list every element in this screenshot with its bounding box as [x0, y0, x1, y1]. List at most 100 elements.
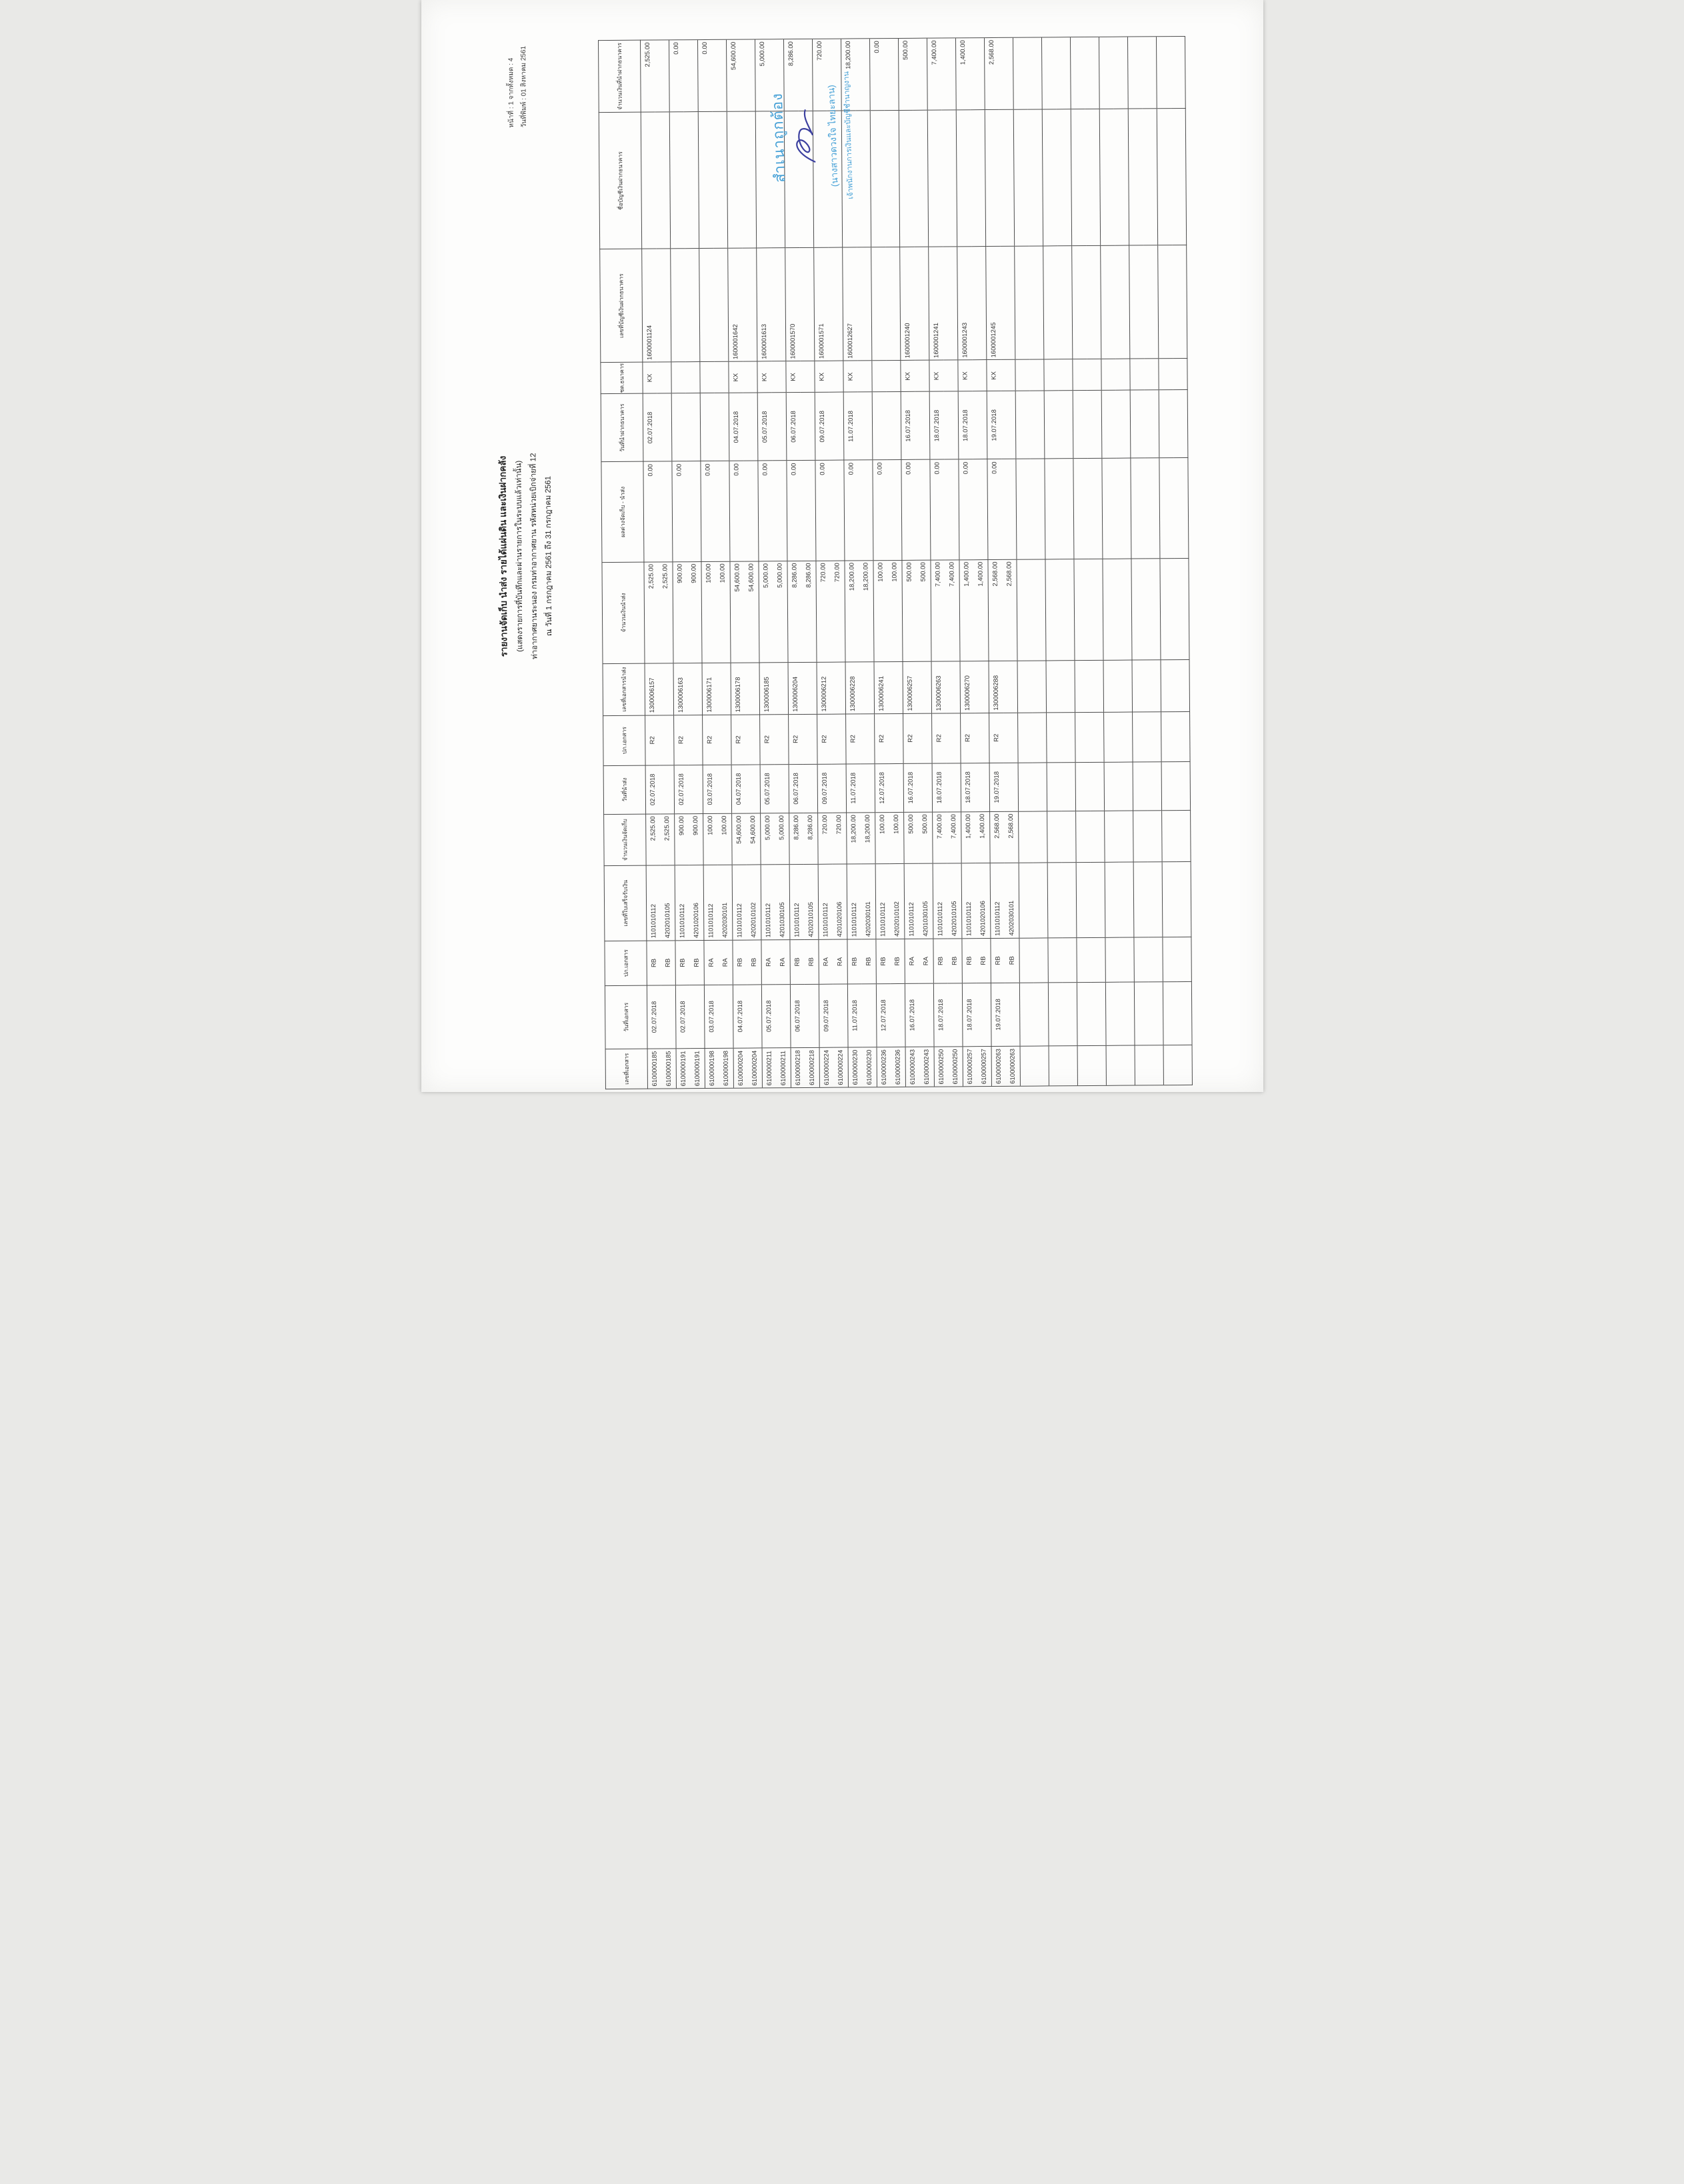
table-cell: 1101010112	[731, 864, 747, 941]
table-cell: 04.07.2018	[731, 764, 746, 814]
table-cell	[1005, 983, 1020, 1047]
table-cell	[1130, 458, 1145, 559]
table-cell	[699, 393, 715, 462]
table-cell: RB	[1004, 938, 1019, 983]
table-cell	[871, 392, 887, 461]
table-cell	[804, 984, 819, 1048]
table-cell	[1161, 711, 1176, 762]
table-cell: 6100000198	[719, 1048, 733, 1089]
table-cell	[740, 39, 755, 112]
table-cell: 100.00	[717, 813, 732, 865]
table-cell	[803, 764, 818, 813]
table-cell	[955, 109, 971, 247]
table-cell	[697, 111, 713, 249]
table-cell: 4202010102	[746, 864, 761, 940]
table-cell: 1,400.00	[973, 559, 989, 661]
table-cell	[1087, 458, 1103, 559]
table-cell: 6100000263	[991, 1046, 1006, 1087]
table-cell: 16.07.2018	[904, 983, 920, 1047]
table-cell	[657, 393, 672, 462]
table-cell: 06.07.2018	[785, 392, 801, 461]
table-cell	[713, 361, 729, 393]
column-header: ปภ.เอกสาร	[603, 715, 645, 766]
table-cell	[1100, 245, 1115, 359]
table-cell	[1118, 761, 1133, 811]
table-cell	[884, 110, 900, 247]
table-cell	[1134, 1045, 1149, 1086]
table-cell: 1600001245	[985, 246, 1001, 360]
table-cell	[1144, 458, 1160, 559]
table-cell	[915, 459, 931, 560]
table-cell: 1300006163	[673, 663, 688, 715]
table-cell: 12.07.2018	[875, 983, 891, 1047]
table-cell	[1033, 862, 1048, 938]
report-table-wrap: เลขที่เอกสาร วันที่เอกสาร ปภ.เอกสาร เลขที่ใ…	[597, 36, 1192, 1089]
table-cell	[1116, 558, 1132, 660]
table-cell: R2	[673, 715, 689, 765]
table-cell	[1129, 245, 1144, 359]
table-cell: RB	[732, 939, 747, 985]
table-cell	[1091, 982, 1106, 1046]
table-cell	[1089, 659, 1104, 713]
table-cell: R2	[931, 713, 947, 763]
table-cell: 1300006228	[845, 661, 860, 714]
table-cell	[655, 112, 671, 249]
table-cell	[1047, 982, 1063, 1046]
table-cell	[1086, 359, 1101, 391]
table-cell: 04.07.2018	[728, 393, 743, 461]
table-cell: 03.07.2018	[702, 765, 717, 814]
table-cell: 0.00	[872, 460, 887, 561]
table-cell	[659, 715, 674, 765]
table-cell: 1300006288	[988, 661, 1003, 713]
table-cell	[1043, 359, 1059, 391]
table-cell	[684, 248, 700, 363]
table-cell	[898, 110, 914, 247]
table-cell	[726, 111, 742, 249]
table-cell: 16.07.2018	[903, 763, 918, 813]
table-cell: 09.07.2018	[818, 984, 834, 1048]
table-cell	[1115, 390, 1131, 459]
table-cell: 1101010112	[932, 863, 947, 939]
table-cell	[1043, 246, 1058, 360]
table-cell: 12.07.2018	[874, 763, 889, 813]
table-cell: KX	[814, 361, 829, 393]
table-cell	[886, 391, 901, 461]
table-cell	[1071, 245, 1087, 360]
table-cell	[1075, 811, 1091, 863]
table-cell	[1047, 811, 1062, 863]
table-cell: 0.00	[671, 461, 687, 562]
table-cell: 1300006204	[787, 662, 803, 715]
table-cell	[1013, 109, 1029, 247]
table-cell: RB	[889, 939, 905, 984]
table-cell: 8,286.00	[783, 39, 799, 111]
table-cell: 6100000250	[933, 1046, 949, 1087]
table-cell: 4202030101	[1004, 863, 1019, 939]
table-cell	[745, 764, 761, 813]
table-cell	[683, 111, 699, 249]
table-cell: 1600012627	[842, 247, 857, 361]
table-cell	[1103, 711, 1119, 763]
table-cell	[1018, 862, 1033, 939]
table-cell	[1133, 810, 1148, 862]
table-cell	[661, 985, 676, 1049]
table-cell	[1019, 937, 1034, 983]
table-cell: RB	[947, 938, 962, 983]
landscape-content: หน้าที่ : 1 จากทั้งหมด : 4 วันที่พิมพ์ :…	[421, 0, 1263, 1092]
table-cell	[699, 248, 714, 362]
table-cell	[1063, 1045, 1077, 1086]
table-cell: 1300006241	[873, 661, 889, 714]
table-cell: 18.07.2018	[931, 763, 947, 812]
table-cell	[685, 393, 701, 462]
table-cell	[1114, 245, 1130, 359]
table-cell	[1014, 246, 1029, 360]
table-cell	[659, 663, 674, 715]
table-cell	[769, 111, 785, 249]
print-date-label: วันที่พิมพ์ : 01 สิงหาคม 2561	[519, 45, 528, 128]
table-cell	[1147, 810, 1162, 862]
table-cell	[1159, 558, 1175, 660]
table-cell	[913, 110, 929, 247]
table-cell: RB	[803, 939, 819, 985]
column-header: เลขที่เอกสาร	[605, 1049, 647, 1089]
table-cell: 6100000191	[690, 1048, 705, 1089]
table-cell: 720.00	[811, 39, 827, 111]
